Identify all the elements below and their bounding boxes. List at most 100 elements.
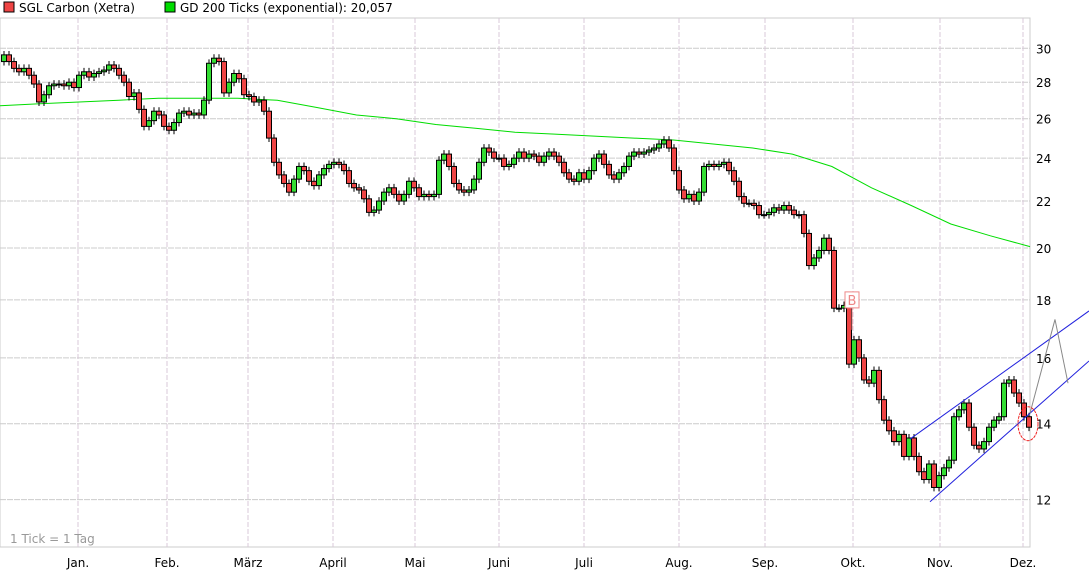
candle: [226, 78, 232, 97]
plot-frame: [0, 17, 1031, 548]
buy-marker-label: B: [848, 294, 857, 309]
candle-body: [356, 187, 362, 191]
candle: [931, 460, 937, 492]
candle: [561, 158, 567, 177]
candle-body: [111, 64, 117, 69]
candle: [161, 111, 167, 131]
candle: [951, 412, 957, 465]
candle-body: [911, 437, 917, 457]
candle: [791, 206, 797, 219]
candle-body: [931, 463, 937, 488]
candle-body: [96, 71, 102, 75]
legend-swatch-price: [3, 1, 15, 13]
x-tick-label: Jan.: [66, 556, 89, 570]
candle-body: [141, 108, 147, 127]
x-axis: Jan. Feb. März April Mai Juni Juli Aug. Sep. Okt.…: [66, 556, 1037, 570]
candle-body: [411, 180, 417, 189]
candle: [531, 150, 537, 161]
candle-body: [461, 189, 467, 193]
candle-body: [71, 81, 77, 89]
x-tick-label: Dez.: [1010, 556, 1037, 570]
candle: [451, 162, 457, 188]
candle: [491, 148, 497, 163]
x-tick-label: Okt.: [841, 556, 866, 570]
candle: [741, 192, 747, 208]
candle-body: [916, 455, 922, 473]
candle-body: [166, 125, 172, 131]
candle: [46, 81, 52, 99]
candle: [41, 90, 47, 106]
candle-body: [796, 214, 802, 217]
candle: [711, 160, 717, 171]
x-tick-label: Juli: [574, 556, 593, 570]
y-axis: 12 14 16 18 20 22 24 26 28 30: [1036, 42, 1051, 507]
candle-body: [276, 161, 282, 176]
candle-body: [21, 67, 27, 73]
x-tick-label: Nov.: [927, 556, 953, 570]
candle: [911, 434, 917, 461]
candle-body: [66, 81, 72, 87]
candle: [981, 437, 987, 453]
candle: [881, 395, 887, 425]
candle: [821, 234, 827, 255]
candle: [326, 160, 332, 173]
candle: [516, 148, 522, 163]
legend-label-price: SGL Carbon (Xetra): [19, 1, 135, 15]
candle-body: [161, 114, 167, 127]
candle-body: [31, 74, 37, 85]
candle: [386, 183, 392, 197]
candle-body: [726, 161, 732, 172]
candle: [401, 190, 407, 205]
candle: [1, 50, 7, 66]
legend-swatch-ma: [164, 1, 176, 13]
candle: [601, 150, 607, 169]
candle: [921, 467, 927, 484]
candle: [651, 144, 657, 154]
annotations: B: [844, 291, 1089, 503]
candle-body: [251, 96, 257, 103]
candle: [446, 150, 452, 171]
candle-body: [326, 163, 332, 170]
y-tick-label: 30: [1036, 42, 1051, 56]
candle: [676, 166, 682, 194]
candle-body: [566, 172, 572, 180]
candle: [286, 179, 292, 197]
candle-body: [651, 147, 657, 151]
candle-body: [531, 153, 537, 157]
candle-body: [106, 64, 112, 71]
candle-body: [751, 202, 757, 207]
candle-body: [231, 73, 237, 83]
candle: [461, 186, 467, 197]
candle-body: [196, 112, 202, 116]
candle-body: [16, 67, 22, 73]
candle: [736, 177, 742, 201]
candle: [886, 416, 892, 435]
candle-body: [171, 122, 177, 131]
candle-body: [941, 467, 947, 477]
candle: [321, 164, 327, 179]
candle: [86, 67, 92, 81]
candle: [521, 148, 527, 163]
candle-body: [926, 463, 932, 481]
candle-body: [546, 151, 552, 157]
candle: [551, 148, 557, 161]
candle-body: [936, 475, 942, 488]
candle-body: [236, 73, 242, 80]
candle-body: [521, 151, 527, 159]
candle: [611, 170, 617, 184]
candle: [236, 69, 242, 83]
candle: [381, 188, 387, 205]
candle: [431, 190, 437, 201]
candle-body: [741, 196, 747, 204]
candle-body: [821, 237, 827, 251]
candle-body: [676, 170, 682, 191]
candle: [201, 96, 207, 119]
candle-body: [151, 110, 157, 122]
candle-body: [281, 174, 287, 184]
candle-body: [176, 112, 182, 124]
candle: [306, 166, 312, 186]
candle-body: [131, 92, 137, 98]
candle: [51, 80, 57, 90]
candle-body: [661, 139, 667, 145]
candle: [696, 188, 702, 205]
